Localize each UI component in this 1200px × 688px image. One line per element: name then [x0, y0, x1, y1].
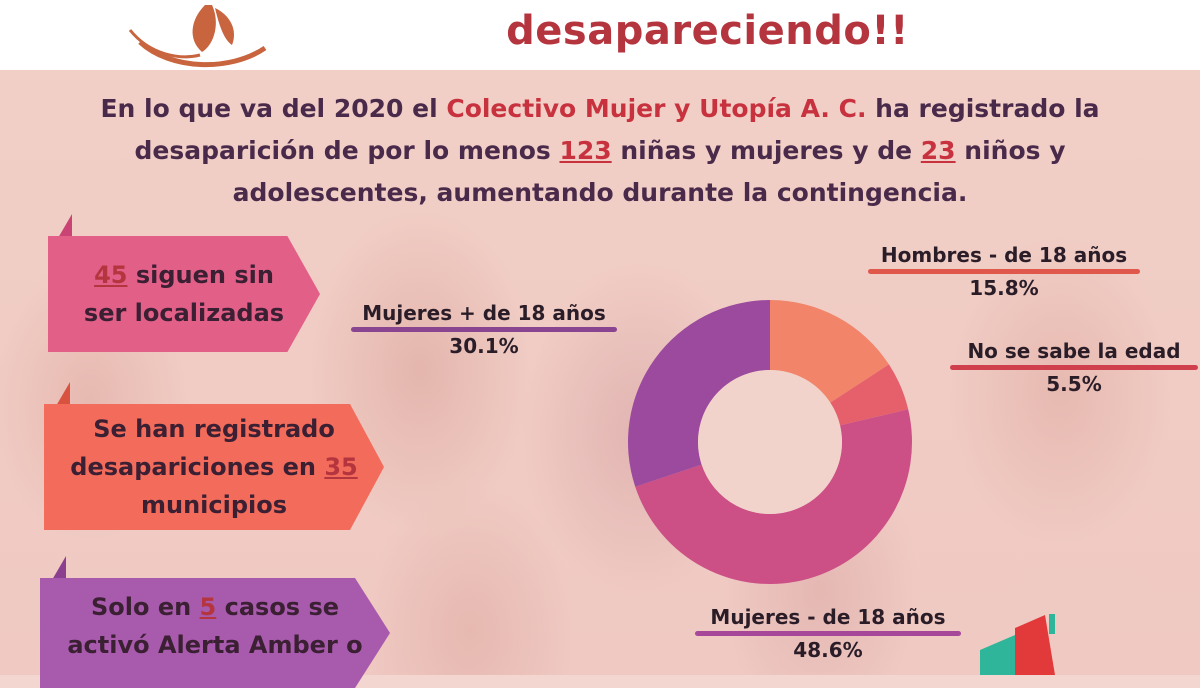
megaphone-icon: [980, 614, 1055, 675]
label-underline: [351, 327, 617, 332]
amber-count: 5: [199, 593, 217, 621]
intro-text-2: ha registrado la desaparición de por lo …: [134, 94, 1100, 165]
donut-chart: [628, 300, 913, 585]
slice-label: Mujeres + de 18 años: [362, 301, 606, 325]
slice-label: Mujeres - de 18 años: [710, 605, 946, 629]
background-illustration: [0, 70, 1200, 675]
not-located-count: 45: [94, 261, 128, 289]
not-located-text: siguen sin ser localizadas: [83, 261, 285, 327]
label-underline: [868, 269, 1140, 274]
organization-name: Colectivo Mujer y Utopía A. C.: [446, 94, 867, 123]
label-underline: [950, 365, 1198, 370]
stat-card-not-located: 45 siguen sin ser localizadas: [48, 236, 320, 352]
slice-label: No se sabe la edad: [967, 339, 1181, 363]
intro-text-3: niñas y mujeres y de: [611, 136, 921, 165]
municipalities-tail: municipios: [140, 491, 288, 519]
legend-mujeres-mayores: Mujeres + de 18 años 30.1%: [346, 300, 622, 360]
amber-text: casos se activó Alerta Amber o: [67, 593, 363, 659]
organization-logo: [128, 5, 267, 67]
women-count: 123: [559, 136, 612, 165]
headline: desapareciendo!!: [506, 8, 909, 54]
municipalities-text: Se han registrado desapariciones en: [70, 415, 335, 481]
intro-text-4: niños y adolescentes, aumentando durante…: [232, 136, 1066, 207]
intro-text-1: En lo que va del 2020 el: [100, 94, 447, 123]
donut-slice-3: [635, 409, 913, 585]
legend-mujeres-menores: Mujeres - de 18 años 48.6%: [690, 604, 966, 664]
slice-label: Hombres - de 18 años: [880, 243, 1128, 267]
amber-text-pre: Solo en: [90, 593, 200, 621]
legend-hombres-menores: Hombres - de 18 años 15.8%: [862, 242, 1146, 302]
donut-slice-1: [770, 300, 889, 403]
slice-value: 5.5%: [1046, 372, 1102, 396]
label-underline: [695, 631, 961, 636]
stat-card-amber-alert: Solo en 5 casos se activó Alerta Amber o: [40, 578, 390, 688]
slice-value: 15.8%: [969, 276, 1039, 300]
donut-slice-2: [830, 364, 909, 426]
stat-card-municipalities: Se han registrado desapariciones en 35 m…: [44, 404, 384, 530]
intro-paragraph: En lo que va del 2020 el Colectivo Mujer…: [40, 88, 1160, 214]
donut-hole: [698, 370, 842, 514]
header-bar: desapareciendo!!: [0, 0, 1200, 70]
donut-slice-4: [628, 300, 770, 487]
municipalities-count: 35: [324, 453, 358, 481]
legend-edad-desconocida: No se sabe la edad 5.5%: [944, 338, 1200, 398]
men-count: 23: [920, 136, 956, 165]
slice-value: 30.1%: [449, 334, 519, 358]
slice-value: 48.6%: [793, 638, 863, 662]
